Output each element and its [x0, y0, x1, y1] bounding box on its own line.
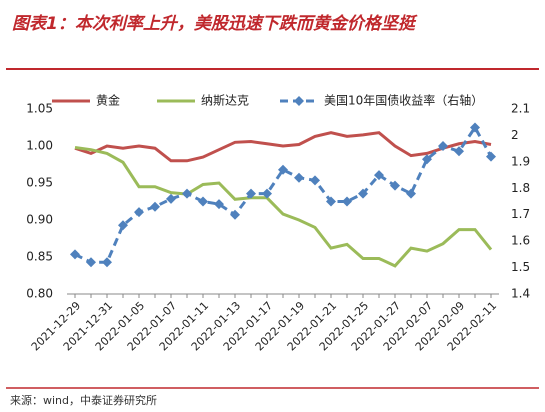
y2-tick-label: 1.5: [511, 260, 530, 274]
marker: [230, 209, 240, 220]
marker: [374, 170, 384, 181]
marker: [134, 207, 144, 218]
y-tick-label: 1.05: [26, 102, 53, 116]
marker: [406, 188, 416, 199]
y2-tick-label: 1.8: [511, 181, 530, 195]
marker: [326, 196, 336, 207]
marker: [70, 249, 80, 260]
series-line: [74, 131, 492, 163]
marker: [278, 164, 288, 175]
marker: [358, 188, 368, 199]
marker: [262, 188, 272, 199]
y2-tick-label: 1.6: [511, 234, 530, 248]
y-tick-label: 0.95: [26, 176, 53, 190]
marker: [486, 151, 496, 162]
marker: [150, 201, 160, 212]
y-tick-label: 0.80: [26, 287, 53, 301]
marker: [470, 122, 480, 133]
marker: [294, 172, 304, 183]
marker: [310, 175, 320, 186]
marker: [454, 146, 464, 157]
marker: [214, 199, 224, 210]
marker: [342, 196, 352, 207]
legend-marker: [294, 96, 304, 106]
marker: [422, 154, 432, 165]
marker: [166, 193, 176, 204]
marker: [182, 188, 192, 199]
series-line: [74, 145, 493, 268]
chart-title: 图表1：本次利率上升，美股迅速下跌而黄金价格坚挺: [12, 14, 418, 34]
marker: [102, 257, 112, 268]
y-tick-label: 1.00: [26, 139, 53, 153]
marker: [246, 188, 256, 199]
y2-tick-label: 1.4: [511, 287, 530, 301]
source: 来源：wind，中泰证券研究所: [10, 393, 157, 407]
y2-tick-label: 2: [511, 128, 519, 142]
legend-label: 纳斯达克: [201, 94, 249, 108]
marker: [438, 141, 448, 151]
y-tick-label: 0.85: [26, 250, 53, 264]
legend-label: 黄金: [96, 93, 120, 108]
y2-tick-label: 1.7: [511, 207, 530, 221]
legend-label: 美国10年国债收益率（右轴）: [324, 93, 483, 108]
marker: [198, 196, 208, 207]
marker: [86, 257, 96, 268]
marker: [118, 220, 128, 231]
y-tick-label: 0.90: [26, 213, 53, 227]
marker: [390, 180, 400, 191]
y2-tick-label: 2.1: [511, 102, 530, 116]
y2-tick-label: 1.9: [511, 154, 530, 168]
